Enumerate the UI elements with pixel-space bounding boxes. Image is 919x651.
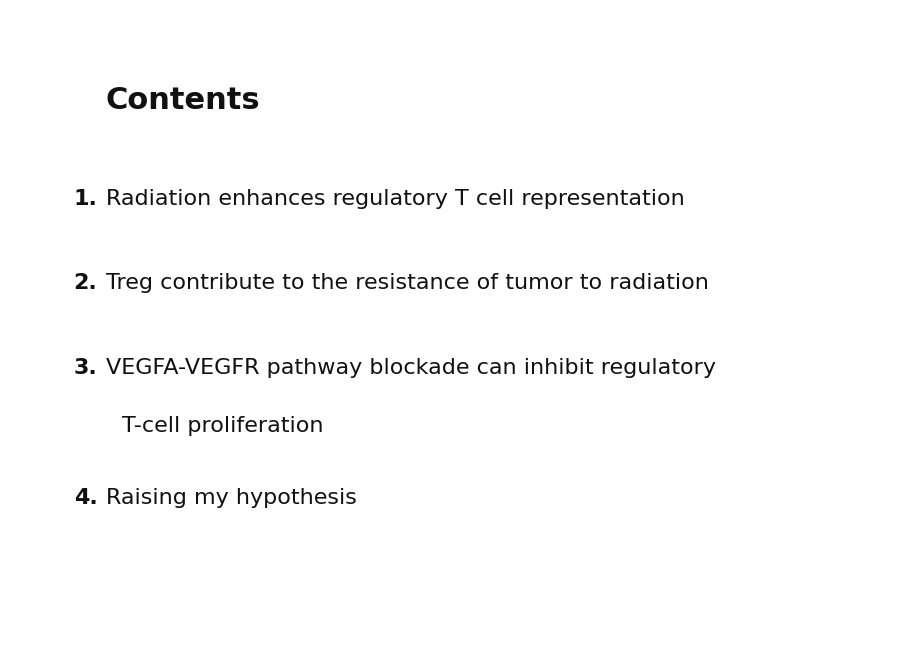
Text: VEGFA-VEGFR pathway blockade can inhibit regulatory: VEGFA-VEGFR pathway blockade can inhibit… <box>106 358 715 378</box>
Text: Radiation enhances regulatory T cell representation: Radiation enhances regulatory T cell rep… <box>106 189 684 208</box>
Text: 1.: 1. <box>74 189 97 208</box>
Text: 4.: 4. <box>74 488 97 508</box>
Text: 3.: 3. <box>74 358 97 378</box>
Text: Contents: Contents <box>106 87 260 115</box>
Text: T-cell proliferation: T-cell proliferation <box>122 417 323 436</box>
Text: Raising my hypothesis: Raising my hypothesis <box>106 488 357 508</box>
Text: 2.: 2. <box>74 273 97 293</box>
Text: Treg contribute to the resistance of tumor to radiation: Treg contribute to the resistance of tum… <box>106 273 708 293</box>
